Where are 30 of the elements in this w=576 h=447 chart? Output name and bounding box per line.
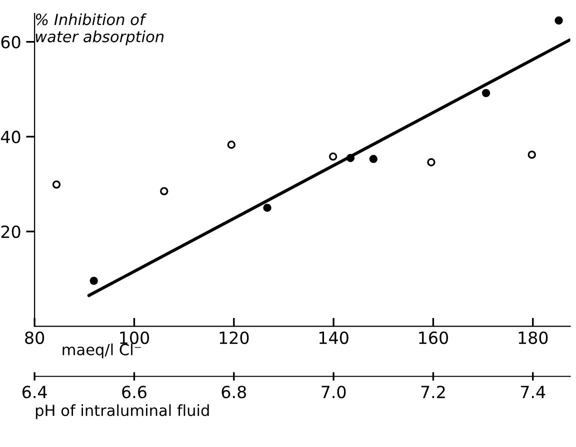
y-tick-label: 20 xyxy=(1,225,20,238)
y-tick-label: 60 xyxy=(1,36,20,48)
point xyxy=(346,154,355,162)
point xyxy=(160,187,168,196)
x-tick-label: 180 xyxy=(518,331,548,344)
x2-axis-title: pH of intraluminal fluid xyxy=(36,404,209,420)
point xyxy=(528,150,536,159)
x2-tick-label: 6.6 xyxy=(122,386,146,398)
point xyxy=(554,16,563,25)
x-tick-label: 140 xyxy=(319,331,348,344)
x-tick-label: 80 xyxy=(25,331,44,344)
y-tick-label: 40 xyxy=(0,130,20,144)
x2-tick-label: 6.8 xyxy=(222,386,246,398)
x2-tick-label: 7.2 xyxy=(421,386,445,398)
point xyxy=(369,154,378,164)
point xyxy=(328,152,338,161)
x-tick-label: 160 xyxy=(419,331,448,344)
point xyxy=(52,180,61,189)
x2-tick-label: 7.0 xyxy=(322,386,346,398)
point xyxy=(482,88,490,98)
x2-tick-label: 7.4 xyxy=(520,386,546,398)
x-tick-label: 120 xyxy=(220,331,249,344)
point xyxy=(263,204,272,212)
x2-tick-label: 6.4 xyxy=(22,386,47,398)
x-axis-title: maeq/l Cl⁻ xyxy=(62,344,141,358)
point xyxy=(90,276,98,285)
point xyxy=(227,140,236,149)
x-tick-label: 100 xyxy=(120,331,150,344)
y-axis-title: % Inhibition of water absorption xyxy=(36,13,164,46)
point xyxy=(427,158,436,166)
